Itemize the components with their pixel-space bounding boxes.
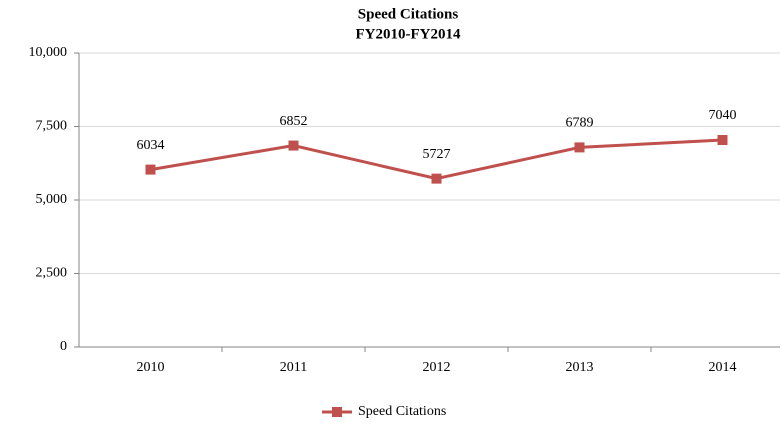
x-tick-label: 2010 (137, 360, 165, 375)
y-tick-label: 0 (60, 339, 67, 354)
y-tick-label: 5,000 (36, 192, 68, 207)
marker (288, 140, 299, 151)
marker (717, 135, 728, 146)
data-label: 6789 (566, 116, 594, 131)
marker (145, 164, 156, 175)
x-tick-label: 2011 (280, 360, 307, 375)
data-label: 7040 (709, 108, 737, 123)
y-tick-label: 10,000 (29, 45, 68, 60)
marker (431, 173, 442, 184)
y-tick-label: 7,500 (36, 119, 68, 134)
chart-subtitle: FY2010-FY2014 (356, 26, 461, 42)
y-tick-label: 2,500 (36, 266, 68, 281)
legend-marker (332, 407, 342, 417)
data-label: 5727 (423, 147, 451, 162)
x-tick-label: 2012 (423, 360, 451, 375)
legend-label: Speed Citations (358, 404, 446, 419)
chart-title: Speed Citations (358, 6, 459, 22)
data-label: 6852 (280, 114, 308, 129)
x-tick-label: 2014 (709, 360, 737, 375)
x-tick-label: 2013 (566, 360, 594, 375)
marker (574, 142, 585, 153)
data-label: 6034 (137, 138, 165, 153)
